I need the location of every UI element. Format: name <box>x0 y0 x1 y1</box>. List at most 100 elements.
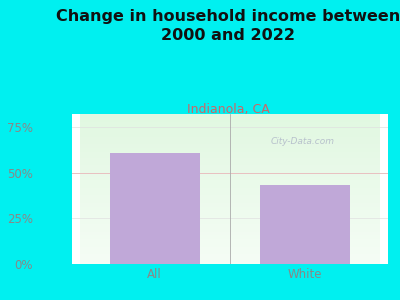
Bar <box>80 122 380 123</box>
Bar <box>80 249 380 250</box>
Bar <box>80 196 380 198</box>
Bar <box>80 184 380 185</box>
Bar <box>80 259 380 260</box>
Text: Indianola, CA: Indianola, CA <box>187 103 269 116</box>
Text: Change in household income between
2000 and 2022: Change in household income between 2000 … <box>56 9 400 43</box>
Bar <box>80 119 380 120</box>
Bar <box>80 163 380 164</box>
Bar <box>80 188 380 189</box>
Bar <box>80 116 380 118</box>
Bar <box>80 194 380 195</box>
Bar <box>80 239 380 240</box>
Bar <box>80 136 380 138</box>
Bar <box>80 175 380 176</box>
Bar <box>80 191 380 193</box>
Bar <box>80 179 380 180</box>
Bar <box>80 139 380 140</box>
Bar <box>80 217 380 218</box>
Bar <box>80 247 380 248</box>
Bar <box>80 142 380 143</box>
Bar <box>80 245 380 247</box>
Bar <box>80 114 380 115</box>
Bar <box>80 205 380 206</box>
Bar <box>80 212 380 213</box>
Bar <box>80 199 380 200</box>
Bar <box>80 236 380 238</box>
Bar <box>80 133 380 134</box>
Bar <box>80 170 380 172</box>
Bar <box>80 193 380 194</box>
Bar <box>80 172 380 173</box>
Bar <box>80 204 380 205</box>
Bar <box>80 176 380 178</box>
Bar <box>80 210 380 211</box>
Bar <box>80 218 380 219</box>
Bar <box>80 234 380 235</box>
Bar <box>80 214 380 215</box>
Bar <box>80 125 380 127</box>
Text: City-Data.com: City-Data.com <box>271 136 335 146</box>
Bar <box>80 169 380 170</box>
Bar <box>80 178 380 179</box>
Bar <box>80 128 380 129</box>
Bar <box>80 190 380 191</box>
Bar <box>80 161 380 163</box>
Bar <box>80 150 380 152</box>
Bar <box>80 182 380 183</box>
Bar <box>80 123 380 124</box>
Bar <box>80 120 380 122</box>
Bar <box>80 200 380 202</box>
Bar <box>80 256 380 258</box>
Bar <box>80 189 380 190</box>
Bar <box>80 130 380 131</box>
Bar <box>80 254 380 255</box>
Bar <box>80 209 380 210</box>
Bar <box>80 208 380 209</box>
Bar <box>80 155 380 157</box>
Bar <box>80 146 380 148</box>
Bar <box>80 183 380 184</box>
Bar <box>80 253 380 254</box>
Bar <box>80 255 380 256</box>
Bar <box>80 165 380 166</box>
Bar <box>80 220 380 221</box>
Bar <box>80 258 380 259</box>
Bar <box>80 229 380 230</box>
Bar <box>80 198 380 199</box>
Bar <box>80 238 380 239</box>
Bar <box>80 243 380 244</box>
Bar <box>80 115 380 116</box>
Bar <box>80 219 380 220</box>
Bar <box>80 185 380 187</box>
Bar <box>80 159 380 160</box>
Bar <box>80 157 380 158</box>
Bar <box>80 180 380 181</box>
Bar <box>80 235 380 236</box>
Bar <box>80 158 380 159</box>
Bar <box>80 152 380 153</box>
Bar <box>80 135 380 136</box>
Bar <box>80 153 380 154</box>
Bar <box>80 244 380 245</box>
Bar <box>80 262 380 263</box>
Bar <box>80 154 380 155</box>
Bar <box>80 124 380 125</box>
Bar <box>80 203 380 204</box>
Bar <box>80 226 380 228</box>
Bar <box>80 223 380 224</box>
Bar <box>80 144 380 145</box>
Bar <box>80 251 380 253</box>
Bar <box>80 215 380 217</box>
Bar <box>80 143 380 144</box>
Bar <box>80 260 380 262</box>
Bar <box>80 140 380 142</box>
Bar <box>80 233 380 234</box>
Bar <box>80 173 380 174</box>
Bar <box>80 213 380 214</box>
Bar <box>80 221 380 223</box>
Bar <box>80 149 380 150</box>
Bar <box>80 187 380 188</box>
Bar <box>80 250 380 251</box>
Bar <box>110 153 200 264</box>
Bar <box>80 248 380 249</box>
